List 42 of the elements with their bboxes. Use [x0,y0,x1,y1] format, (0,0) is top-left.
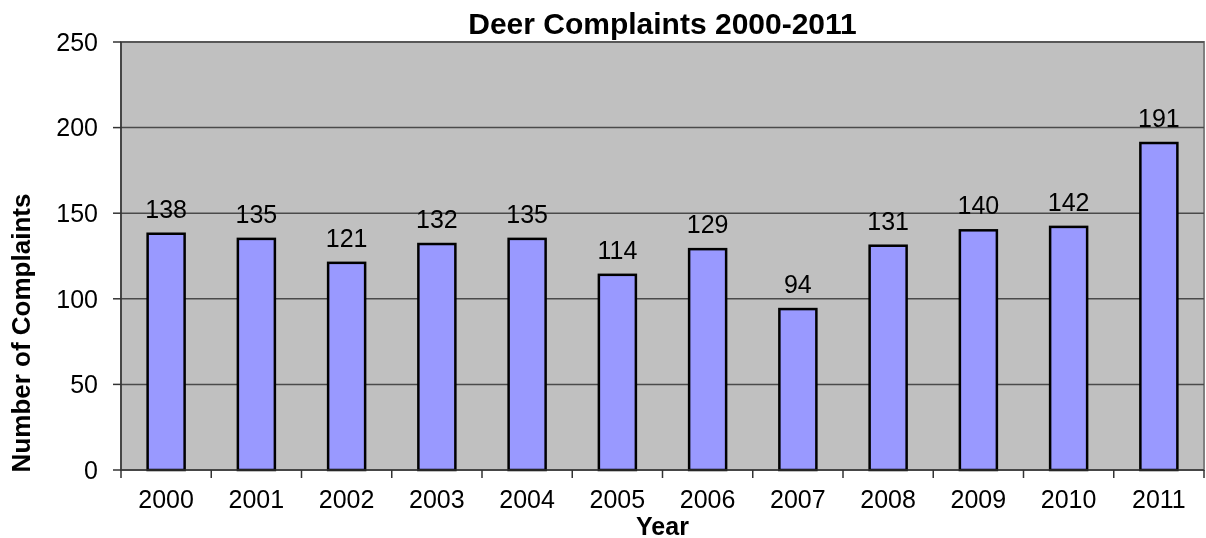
bar [417,242,457,472]
data-label: 140 [957,191,1000,220]
bar [778,307,818,472]
data-label: 129 [686,210,729,239]
y-tick-label: 50 [70,370,98,399]
data-label: 132 [416,205,458,234]
chart-title: Deer Complaints 2000-2011 [468,7,857,40]
x-tick-label: 2006 [679,485,736,513]
y-tick-label: 0 [84,455,98,484]
bar [687,247,728,472]
bar [868,244,908,472]
x-tick-label: 2007 [770,485,826,513]
y-tick-label: 100 [56,284,98,313]
x-tick-label: 2000 [138,485,194,513]
y-axis-title: Number of Complaints [6,193,36,473]
bar [958,229,999,472]
bar [507,237,547,472]
bar [597,273,638,472]
bar [326,261,367,472]
y-tick-label: 250 [56,27,98,56]
data-label: 131 [867,206,909,235]
y-tick-label: 200 [56,113,98,142]
data-label: 94 [783,270,812,299]
x-tick-label: 2002 [318,485,375,513]
x-tick-label: 2010 [1040,485,1097,513]
bar [236,237,277,472]
x-axis-title: Year [636,512,690,538]
bar [146,232,186,472]
data-label: 114 [597,235,638,264]
y-tick-label: 150 [56,198,98,227]
data-label: 191 [1138,104,1180,133]
x-tick-label: 2003 [409,485,465,513]
x-tick-label: 2004 [499,485,556,513]
x-tick-label: 2005 [589,485,646,513]
bar [1048,225,1089,472]
data-label: 121 [325,223,368,252]
bar [1139,141,1179,472]
x-tick-label: 2011 [1131,485,1186,513]
data-label: 142 [1047,187,1090,216]
x-tick-label: 2009 [950,485,1007,513]
x-tick-label: 2008 [860,485,916,513]
x-tick-label: 2001 [228,485,285,513]
